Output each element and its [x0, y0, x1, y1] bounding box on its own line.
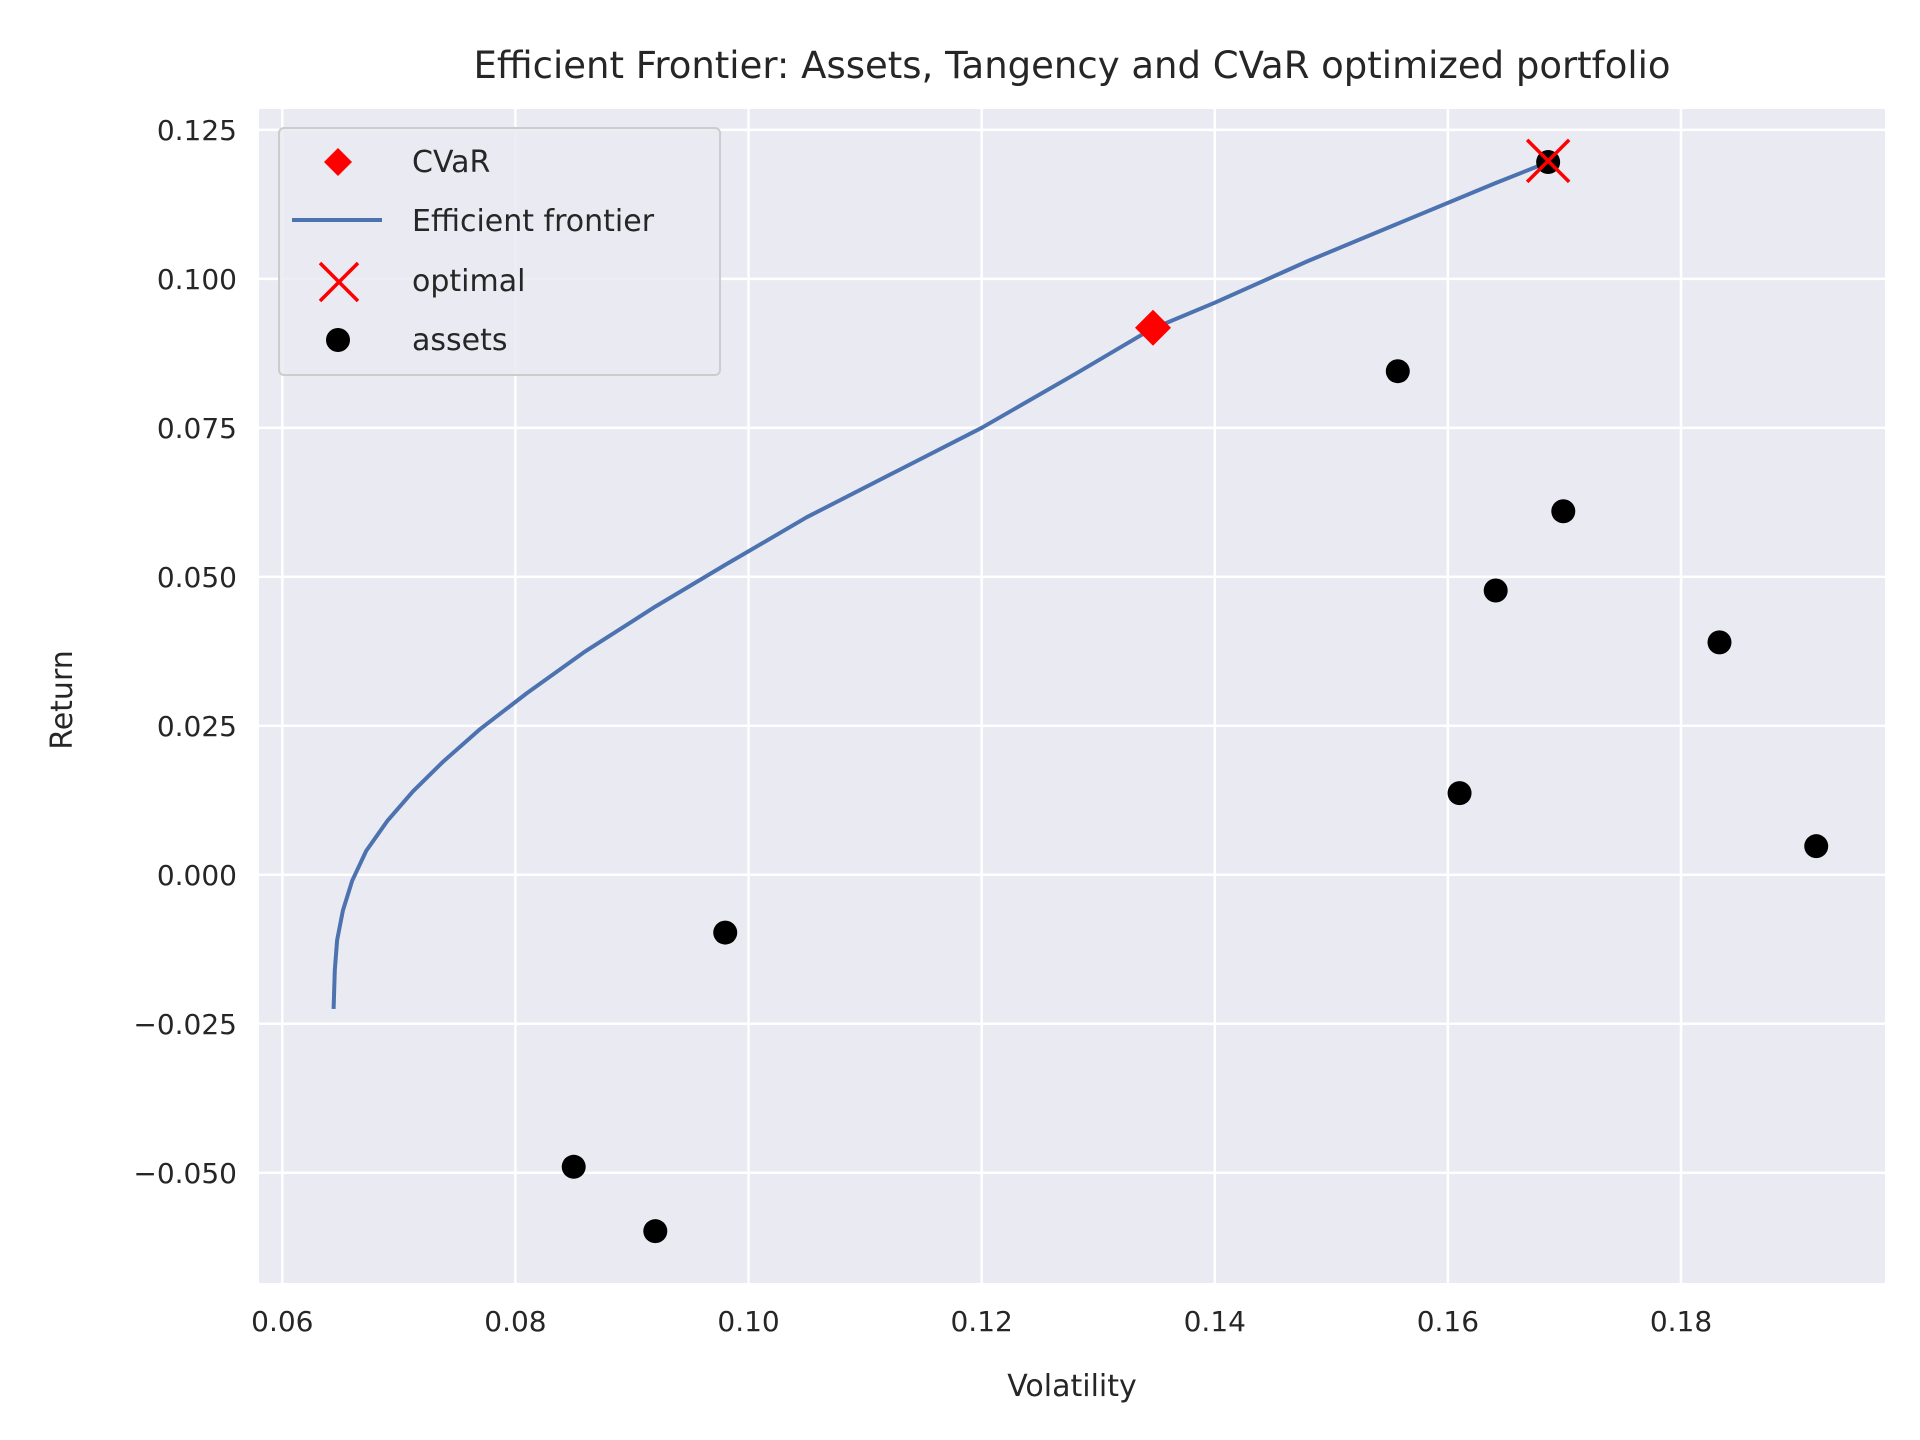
legend-label-assets: assets — [412, 323, 508, 358]
y-tick-labels: −0.050 −0.025 0.000 0.025 0.050 0.075 0.100 0.1… — [133, 114, 237, 1190]
special-markers-layer — [1135, 138, 1571, 346]
y-tick-label: −0.025 — [133, 1008, 237, 1041]
x-tick-labels: 0.06 0.08 0.10 0.12 0.14 0.16 0.18 — [251, 1305, 1712, 1338]
asset-point — [1804, 834, 1829, 859]
legend: CVaR Efficient frontier optimal assets — [278, 127, 721, 376]
efficient-frontier-line — [331, 160, 1548, 1009]
y-tick-label: 0.025 — [157, 710, 237, 743]
asset-point — [1483, 578, 1508, 603]
y-tick-label: 0.075 — [157, 412, 237, 445]
grid — [259, 109, 1885, 1283]
y-tick-label: 0.000 — [157, 859, 237, 892]
optimal-point — [1525, 138, 1571, 184]
asset-point — [1385, 359, 1410, 384]
x-tick-label: 0.14 — [1184, 1305, 1246, 1338]
assets-layer — [561, 150, 1829, 1244]
y-tick-label: −0.050 — [133, 1157, 237, 1190]
legend-optimal-x-icon — [318, 261, 360, 303]
y-tick-label: 0.125 — [157, 114, 237, 147]
asset-point — [643, 1219, 668, 1244]
asset-point — [1707, 630, 1732, 655]
legend-label-cvar: CVaR — [412, 145, 490, 180]
legend-label-optimal: optimal — [412, 264, 525, 299]
legend-assets-dot-icon — [326, 328, 350, 352]
y-tick-label: 0.050 — [157, 561, 237, 594]
asset-point — [1447, 781, 1472, 806]
x-tick-label: 0.16 — [1417, 1305, 1479, 1338]
frontier-layer — [331, 160, 1548, 1009]
asset-point — [713, 920, 738, 945]
x-tick-label: 0.08 — [484, 1305, 546, 1338]
legend-label-efficient-frontier: Efficient frontier — [412, 204, 655, 239]
y-axis-label: Return — [45, 650, 80, 750]
x-tick-label: 0.10 — [717, 1305, 779, 1338]
x-tick-label: 0.18 — [1650, 1305, 1712, 1338]
cvar-point — [1135, 309, 1172, 346]
chart-title: Efficient Frontier: Assets, Tangency and… — [473, 44, 1670, 87]
x-axis-label: Volatility — [1007, 1369, 1137, 1404]
asset-point — [1551, 499, 1576, 524]
x-tick-label: 0.06 — [251, 1305, 313, 1338]
asset-point — [561, 1154, 586, 1179]
legend-box — [278, 127, 721, 376]
legend-cvar-marker-diamond-icon — [324, 148, 352, 176]
y-tick-label: 0.100 — [157, 263, 237, 296]
x-tick-label: 0.12 — [950, 1305, 1012, 1338]
